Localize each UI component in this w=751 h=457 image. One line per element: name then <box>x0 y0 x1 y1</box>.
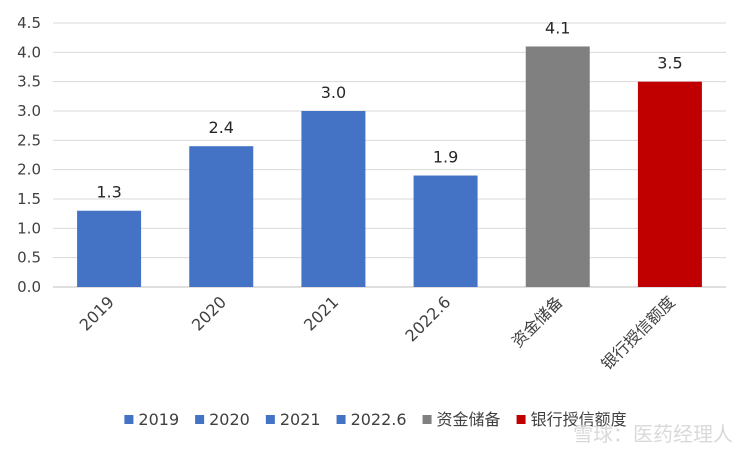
legend-label: 2022.6 <box>351 410 407 429</box>
legend-swatch <box>124 415 134 424</box>
x-axis: 2019 2020 2021 2022.6 资金储备 银行授信额度 <box>76 292 679 373</box>
data-label: 1.3 <box>96 183 121 202</box>
legend-label: 2020 <box>209 410 250 429</box>
bar <box>77 210 142 287</box>
watermark: 雪球：医药经理人 <box>573 422 733 446</box>
legend-swatch <box>516 415 526 424</box>
y-tick-label: 4.0 <box>17 43 41 61</box>
y-tick-label: 3.0 <box>17 102 41 120</box>
data-label: 4.1 <box>545 18 570 37</box>
y-axis: 0.0 0.5 1.0 1.5 2.0 2.5 3.0 3.5 4.0 4.5 <box>17 14 41 296</box>
x-tick-label: 资金储备 <box>508 292 567 351</box>
x-tick-label: 银行授信额度 <box>597 292 678 373</box>
legend-swatch <box>195 415 205 424</box>
legend-label: 2019 <box>138 410 179 429</box>
bar <box>301 111 366 287</box>
y-tick-label: 4.5 <box>17 14 41 32</box>
x-tick-label: 2020 <box>188 292 230 334</box>
data-label: 1.9 <box>433 148 458 167</box>
x-tick-label: 2019 <box>76 292 118 334</box>
y-tick-label: 0.0 <box>17 278 41 296</box>
legend-label: 2021 <box>280 410 321 429</box>
y-tick-label: 0.5 <box>17 249 41 267</box>
legend-label: 资金储备 <box>437 410 501 429</box>
data-label: 3.0 <box>321 83 346 102</box>
gridlines <box>53 22 726 288</box>
y-tick-label: 1.5 <box>17 190 41 208</box>
y-tick-label: 2.0 <box>17 161 41 179</box>
legend-swatch <box>336 415 346 424</box>
bar <box>637 81 702 288</box>
bars <box>77 46 702 288</box>
x-tick-label: 2021 <box>300 292 342 334</box>
legend-label: 银行授信额度 <box>531 410 627 429</box>
legend-swatch <box>422 415 432 424</box>
y-tick-label: 2.5 <box>17 131 41 149</box>
bar <box>189 146 254 287</box>
bar <box>525 46 590 287</box>
data-labels: 1.3 2.4 3.0 1.9 4.1 3.5 <box>96 18 682 201</box>
y-tick-label: 1.0 <box>17 219 41 237</box>
data-label: 2.4 <box>209 118 234 137</box>
data-label: 3.5 <box>657 54 682 73</box>
bar <box>413 175 478 287</box>
x-tick-label: 2022.6 <box>401 292 454 345</box>
y-tick-label: 3.5 <box>17 73 41 91</box>
legend-swatch <box>265 415 275 424</box>
legend: 2019 2020 2021 2022.6 资金储备 银行授信额度 <box>124 410 627 429</box>
